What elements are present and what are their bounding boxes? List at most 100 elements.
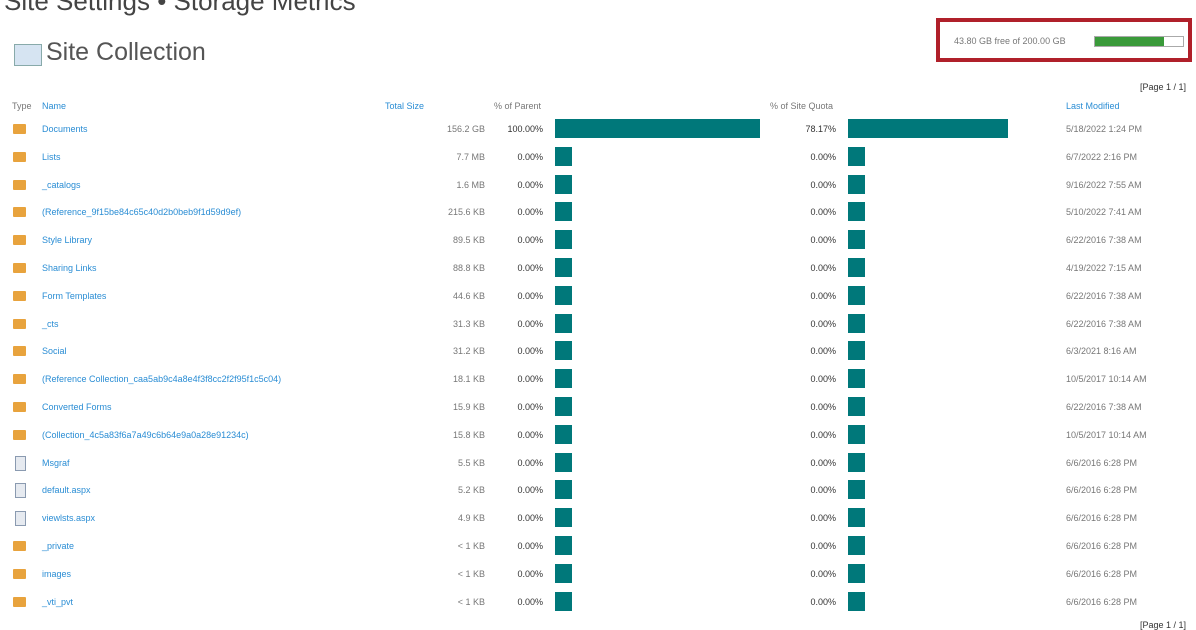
row-name[interactable]: (Collection_4c5a83f6a7a49c6b64e9a0a28e91… [42,429,249,440]
row-name[interactable]: Social [42,346,67,357]
folder-icon [13,402,26,412]
quota-bar [848,591,865,611]
row-modified: 6/6/2016 6:28 PM [1066,457,1138,468]
parent-pct: 0.00% [517,596,543,607]
parent-pct: 0.00% [517,485,543,496]
row-size: 5.2 KB [457,485,485,496]
folder-icon [13,346,26,357]
row-name[interactable]: _vti_pvt [42,596,74,607]
folder-icon [13,374,26,385]
row-size: < 1 KB [457,568,485,579]
row-name[interactable]: viewlsts.aspx [42,513,96,524]
quota-bar [848,563,865,583]
quota-bar [848,313,865,333]
quota-bar [848,452,865,472]
parent-pct: 0.00% [517,290,543,301]
col-type: Type [12,101,32,111]
quota-pct: 0.00% [810,402,836,412]
quota-bar [848,202,865,222]
row-size: 1.6 MB [456,179,485,190]
parent-pct: 0.00% [517,179,543,190]
row-modified: 6/6/2016 6:28 PM [1066,485,1138,496]
row-modified: 10/5/2017 10:14 AM [1066,374,1147,385]
row-name[interactable]: Msgraf [42,457,70,468]
quota-pct: 0.00% [810,235,836,246]
quota-pct: 0.00% [810,568,836,579]
row-modified: 5/18/2022 1:24 PM [1066,124,1143,134]
folder-icon [13,568,26,579]
parent-bar [555,202,572,222]
quota-bar [848,285,865,305]
site-icon [14,44,42,66]
parent-pct: 0.00% [517,207,543,218]
row-size: 89.5 KB [452,235,485,246]
quota-bar [848,258,865,277]
quota-highlight: 43.80 GB free of 200.00 GB [936,18,1192,62]
row-name[interactable]: Documents [42,124,88,134]
row-modified: 6/6/2016 6:28 PM [1066,541,1138,551]
quota-pct: 0.00% [810,318,836,329]
row-name[interactable]: images [42,568,72,579]
quota-bar [848,174,865,194]
parent-pct: 0.00% [517,513,543,524]
page-icon [15,483,26,499]
row-name[interactable]: (Reference Collection_caa5ab9c4a8e4f3f8c… [42,374,282,385]
row-name[interactable]: Style Library [42,235,93,246]
quota-bar [848,341,865,361]
col-size[interactable]: Total Size [385,101,425,111]
quota-pct: 0.00% [810,290,836,301]
row-name[interactable]: (Reference_9f15be84c65c40d2b0beb9f1d59d9… [42,207,242,218]
pager-bottom[interactable]: [Page 1 / 1] [1139,620,1186,630]
quota-bar [848,397,865,416]
row-name[interactable]: _private [42,541,75,551]
quota-bar [848,508,865,528]
col-name[interactable]: Name [42,101,67,111]
folder-icon [13,541,26,551]
quota-pct: 0.00% [810,513,836,524]
row-modified: 6/22/2016 7:38 AM [1066,318,1142,329]
row-name[interactable]: Sharing Links [42,263,97,273]
row-modified: 6/7/2022 2:16 PM [1066,151,1138,162]
row-size: 15.8 KB [452,429,485,440]
folder-icon [13,318,26,329]
parent-pct: 0.00% [517,568,543,579]
row-size: 88.8 KB [452,263,485,273]
parent-pct: 0.00% [517,346,543,357]
quota-bar [1094,36,1184,47]
parent-bar [555,536,572,555]
parent-bar [555,230,572,250]
row-name[interactable]: Form Templates [42,290,107,301]
row-size: 15.9 KB [452,402,485,412]
pager-top[interactable]: [Page 1 / 1] [1139,82,1186,92]
col-modified[interactable]: Last Modified [1066,101,1120,111]
quota-pct: 0.00% [810,151,836,162]
parent-bar [555,146,572,166]
row-name[interactable]: Converted Forms [42,402,112,412]
parent-bar [555,452,572,472]
row-size: < 1 KB [457,596,485,607]
page-icon [15,511,26,527]
quota-bar [848,369,865,389]
row-size: 7.7 MB [456,151,485,162]
parent-bar [555,424,572,444]
parent-pct: 0.00% [517,457,543,468]
quota-pct: 0.00% [810,596,836,607]
row-modified: 4/19/2022 7:15 AM [1066,263,1142,273]
section-title: Site Collection [46,38,206,66]
quota-bar [848,146,865,166]
folder-icon [13,207,26,218]
parent-bar [555,508,572,528]
row-modified: 9/16/2022 7:55 AM [1066,179,1142,190]
row-name[interactable]: Lists [42,151,61,162]
col-quota: % of Site Quota [770,101,834,111]
folder-icon [13,429,26,440]
parent-pct: 0.00% [517,374,543,385]
parent-pct: 0.00% [517,402,543,412]
row-name[interactable]: default.aspx [42,485,91,496]
quota-bar [848,536,865,555]
parent-bar [555,369,572,389]
row-name[interactable]: _cts [42,318,59,329]
row-size: 5.5 KB [457,457,485,468]
row-name[interactable]: _catalogs [42,179,81,190]
